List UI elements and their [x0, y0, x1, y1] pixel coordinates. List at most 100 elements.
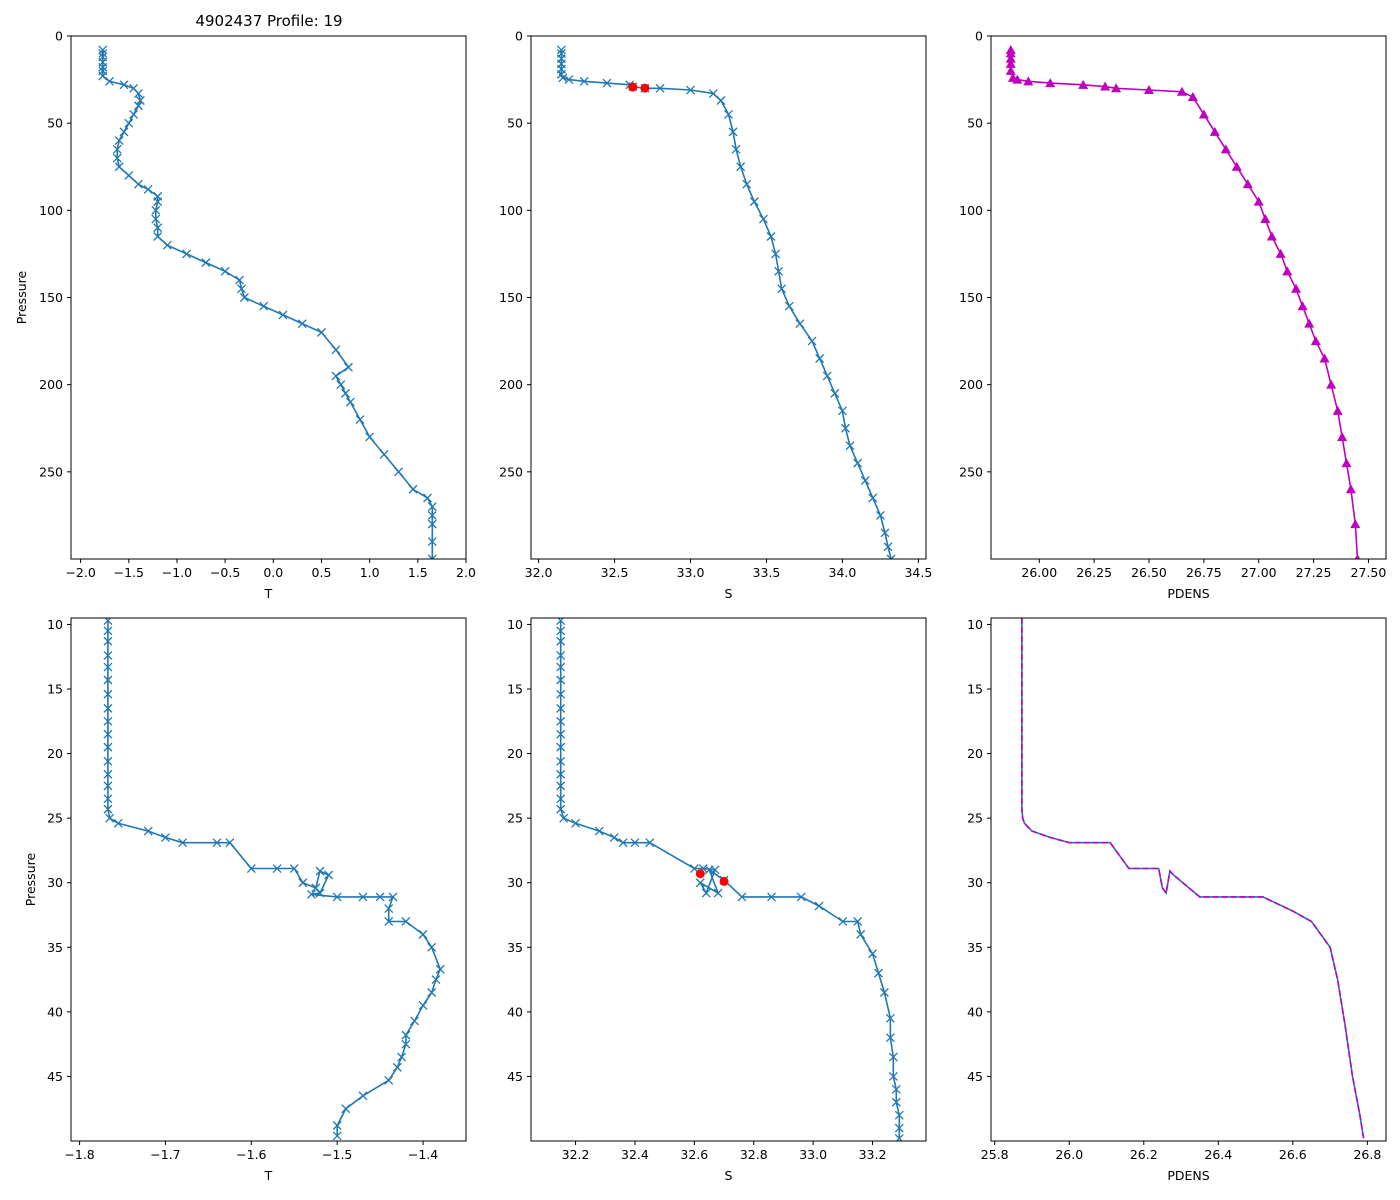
y-tick-label: 35 [47, 940, 63, 955]
flagged-point [695, 869, 705, 879]
y-tick-label: 0 [515, 29, 523, 44]
data-point-marker [1005, 53, 1016, 63]
data-point-marker [153, 232, 163, 241]
x-tick-label: 2.0 [456, 565, 476, 580]
y-tick-label: 15 [967, 682, 983, 697]
data-point-marker [124, 171, 134, 180]
data-point-marker [708, 89, 718, 98]
y-tick-label: 20 [47, 746, 63, 761]
x-tick-label: 0.0 [263, 565, 283, 580]
y-tick-label: 15 [47, 682, 63, 697]
data-point-marker [1345, 484, 1356, 494]
data-point-marker [891, 1084, 901, 1094]
data-point-marker [408, 484, 418, 494]
data-point-marker [397, 1052, 407, 1062]
data-point-marker [888, 1071, 898, 1081]
x-tick-label: 32.0 [525, 565, 553, 580]
x-tick-label: 25.8 [981, 1147, 1009, 1162]
data-point-marker [686, 85, 695, 95]
plot-area [556, 45, 896, 559]
data-point-marker [556, 794, 566, 804]
x-tick-label: 26.25 [1076, 565, 1112, 580]
data-point-marker [558, 73, 568, 83]
data-point-marker [1100, 81, 1111, 91]
data-point-marker [365, 432, 375, 442]
data-point-marker [324, 870, 334, 880]
data-point-marker [113, 818, 123, 828]
plot-area [98, 45, 437, 559]
data-point-marker [571, 818, 581, 828]
data-point-marker [358, 1091, 368, 1101]
x-tick-label: −1.5 [114, 565, 144, 580]
figure-title: 4902437 Profile: 19 [195, 12, 342, 30]
data-point-marker [1012, 74, 1023, 84]
data-point-marker [1332, 405, 1343, 415]
data-point-marker [1350, 519, 1361, 529]
y-tick-label: 250 [499, 464, 523, 479]
data-point-marker [556, 756, 566, 766]
data-point-marker [237, 284, 246, 294]
data-point-marker [856, 929, 866, 939]
data-point-marker [556, 729, 566, 739]
data-point-marker [1260, 214, 1271, 224]
data-point-marker [98, 62, 108, 72]
data-point-marker [392, 1062, 402, 1072]
data-point-marker [874, 968, 883, 978]
y-tick-label: 40 [507, 1004, 523, 1019]
data-point-marker [891, 1097, 901, 1107]
data-point-marker [1319, 353, 1330, 363]
x-tick-label: −1.4 [408, 1147, 438, 1162]
data-point-marker [435, 964, 445, 974]
data-point-marker [1005, 65, 1016, 75]
data-point-marker [1326, 379, 1337, 389]
data-point-marker [345, 397, 355, 407]
data-point-marker [103, 626, 113, 636]
data-point-marker [556, 636, 566, 646]
x-tick-label: 33.0 [677, 565, 705, 580]
x-tick-label: 32.8 [740, 1147, 768, 1162]
data-point-marker [784, 301, 794, 311]
data-point-marker [315, 888, 325, 898]
data-point-marker [153, 223, 163, 233]
x-tick-label: −1.7 [150, 1147, 180, 1162]
data-point-marker [98, 71, 108, 81]
data-point-marker [883, 542, 893, 552]
data-point-marker [766, 232, 776, 241]
data-point-marker [556, 716, 566, 726]
data-point-marker [355, 415, 365, 424]
data-point-marker [112, 153, 122, 163]
data-point-marker [201, 258, 211, 268]
data-point-marker [133, 101, 143, 111]
data-point-marker [767, 892, 777, 902]
data-point-marker [1144, 85, 1154, 95]
flagged-point [640, 83, 650, 93]
data-point-marker [160, 833, 170, 842]
y-tick-label: 40 [967, 1004, 983, 1019]
data-point-marker [1304, 318, 1315, 328]
x-tick-label: −2.0 [65, 565, 95, 580]
data-point-marker [427, 519, 437, 529]
data-point-marker [814, 901, 824, 911]
data-point-marker [838, 917, 848, 926]
data-point-marker [1341, 458, 1352, 468]
data-point-marker [556, 675, 566, 685]
data-point-marker [602, 78, 612, 88]
data-point-marker [289, 864, 299, 873]
data-point-marker [384, 904, 394, 914]
y-tick-label: 25 [47, 811, 63, 826]
data-point-marker [1198, 109, 1209, 119]
chart-panel-bottom-left: −1.8 −1.7 −1.6 −1.5 −1.4 10 15 20 25 30 35 40 45 T Pre… [23, 617, 467, 1183]
data-point-marker [153, 197, 163, 207]
data-point-marker [297, 319, 307, 329]
data-point-marker [103, 804, 113, 814]
data-point-marker [1297, 301, 1308, 311]
data-point-marker [375, 892, 385, 902]
x-tick-label: 34.0 [829, 565, 857, 580]
data-point-marker [1209, 126, 1220, 136]
x-tick-label: 33.2 [859, 1147, 887, 1162]
y-tick-label: 250 [959, 464, 983, 479]
data-point-marker [317, 327, 326, 337]
data-point-marker [1337, 431, 1348, 441]
data-point-marker [807, 336, 817, 346]
